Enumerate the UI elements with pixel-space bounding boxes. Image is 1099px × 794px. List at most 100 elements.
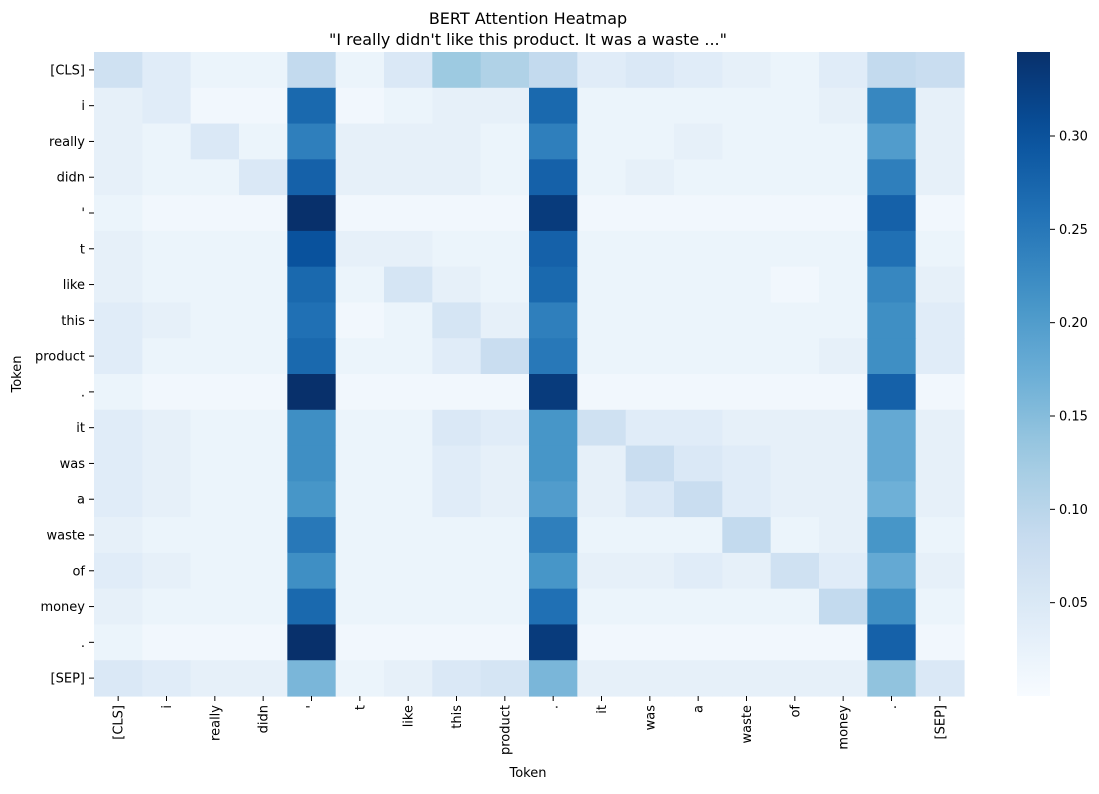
y-tick-label: a [77,493,85,508]
chart-subtitle: "I really didn't like this product. It w… [329,30,727,49]
heatmap-cell [867,87,917,125]
heatmap-cell [287,588,337,626]
heatmap-cell [915,517,965,554]
heatmap-cell [819,266,868,304]
heatmap-cell [239,374,288,411]
heatmap-cell [915,624,965,661]
heatmap-cell [577,588,627,626]
heatmap-cell [819,517,868,554]
heatmap-cell [142,123,192,160]
y-tick-label: waste [47,529,85,544]
heatmap-cell [819,445,868,482]
heatmap-cell [94,409,143,447]
heatmap-cell [625,123,675,160]
heatmap-cell [529,660,578,697]
x-tick-label: was [643,705,658,731]
heatmap-cell [819,230,868,268]
heatmap-cell [335,338,385,375]
heatmap-cell [287,409,337,447]
heatmap-cell [239,517,288,554]
heatmap-cell [867,123,917,160]
heatmap-cell [287,123,337,160]
heatmap-cell [432,588,482,626]
y-tick-label: [SEP] [51,672,85,687]
y-tick-label: . [81,636,85,651]
heatmap-cell [94,660,143,697]
heatmap-cell [577,302,627,339]
heatmap-cell [674,445,723,482]
heatmap-cell [770,481,820,518]
heatmap-cell [867,374,917,411]
heatmap-cell [819,481,868,518]
heatmap-cell [819,123,868,160]
heatmap-cell [529,588,578,626]
heatmap-cell [529,517,578,554]
heatmap-cell [867,660,917,697]
heatmap-cell [239,409,288,447]
heatmap-cell [142,517,192,554]
heatmap-cell [625,660,675,697]
heatmap-cell [432,87,482,125]
heatmap-cell [94,302,143,339]
heatmap-cell [674,481,723,518]
heatmap-cell [94,230,143,268]
heatmap-cell [239,302,288,339]
heatmap-cell [577,52,627,89]
heatmap-cell [915,338,965,375]
heatmap-cell [142,624,192,661]
heatmap-cell [625,552,675,590]
heatmap-cell [770,624,820,661]
heatmap-cell [239,159,288,196]
heatmap-cell [384,517,433,554]
heatmap-cell [577,374,627,411]
heatmap-cell [867,552,917,590]
heatmap-cell [674,302,723,339]
heatmap-cell [625,230,675,268]
y-tick-label: money [40,600,85,615]
heatmap-cell [625,338,675,375]
heatmap-cell [915,52,965,89]
heatmap-cell [94,624,143,661]
x-tick-label: . [885,705,900,709]
heatmap-cell [142,159,192,196]
heatmap-cell [915,409,965,447]
heatmap-cell [335,409,385,447]
heatmap-cell [287,159,337,196]
heatmap-cell [674,266,723,304]
heatmap-cell [867,302,917,339]
heatmap-cell [915,660,965,697]
x-tick-labels: [CLS] i really didn ' t like this product. it was a… [112,696,948,755]
heatmap-cell [625,302,675,339]
x-tick-label: [CLS] [112,705,127,740]
heatmap-cell [867,445,917,482]
heatmap-cell [867,52,917,89]
x-tick-label: didn [257,705,272,733]
heatmap-cell [432,624,482,661]
heatmap-cell [335,230,385,268]
heatmap-cell [674,552,723,590]
x-tick-label: . [547,705,562,709]
heatmap-cell [867,159,917,196]
heatmap-cell [770,302,820,339]
heatmap-cell [239,624,288,661]
heatmap-cell [722,87,772,125]
heatmap-cell [529,624,578,661]
heatmap-cell [915,266,965,304]
heatmap-cell [625,588,675,626]
heatmap-cell [480,230,530,268]
heatmap-cell [674,123,723,160]
heatmap-cell [529,338,578,375]
heatmap-cell [819,552,868,590]
heatmap-cell [915,87,965,125]
heatmap-cell [335,517,385,554]
heatmap-cell [335,52,385,89]
colorbar-tick-label: 0.25 [1059,223,1088,238]
x-tick-label: money [837,705,852,750]
colorbar-ticks: 0.05 0.10 0.15 0.20 0.25 0.30 [1050,130,1088,611]
heatmap-cell [480,481,530,518]
heatmap-cell [94,445,143,482]
heatmap-cell [384,123,433,160]
colorbar-tick-label: 0.10 [1059,503,1088,518]
heatmap-cell [384,230,433,268]
heatmap-cell [577,266,627,304]
